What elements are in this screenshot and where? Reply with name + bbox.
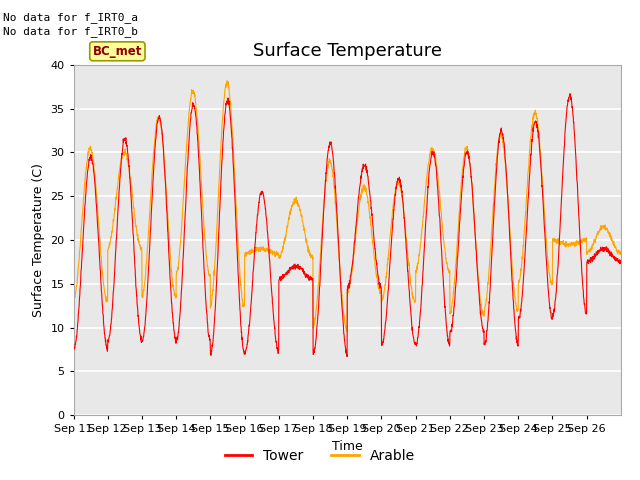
Text: No data for f_IRT0_b: No data for f_IRT0_b [3,26,138,37]
Text: BC_met: BC_met [93,45,142,58]
Title: Surface Temperature: Surface Temperature [253,42,442,60]
Text: No data for f_IRT0_a: No data for f_IRT0_a [3,12,138,23]
Y-axis label: Surface Temperature (C): Surface Temperature (C) [32,163,45,317]
X-axis label: Time: Time [332,440,363,453]
Legend: Tower, Arable: Tower, Arable [219,443,421,468]
